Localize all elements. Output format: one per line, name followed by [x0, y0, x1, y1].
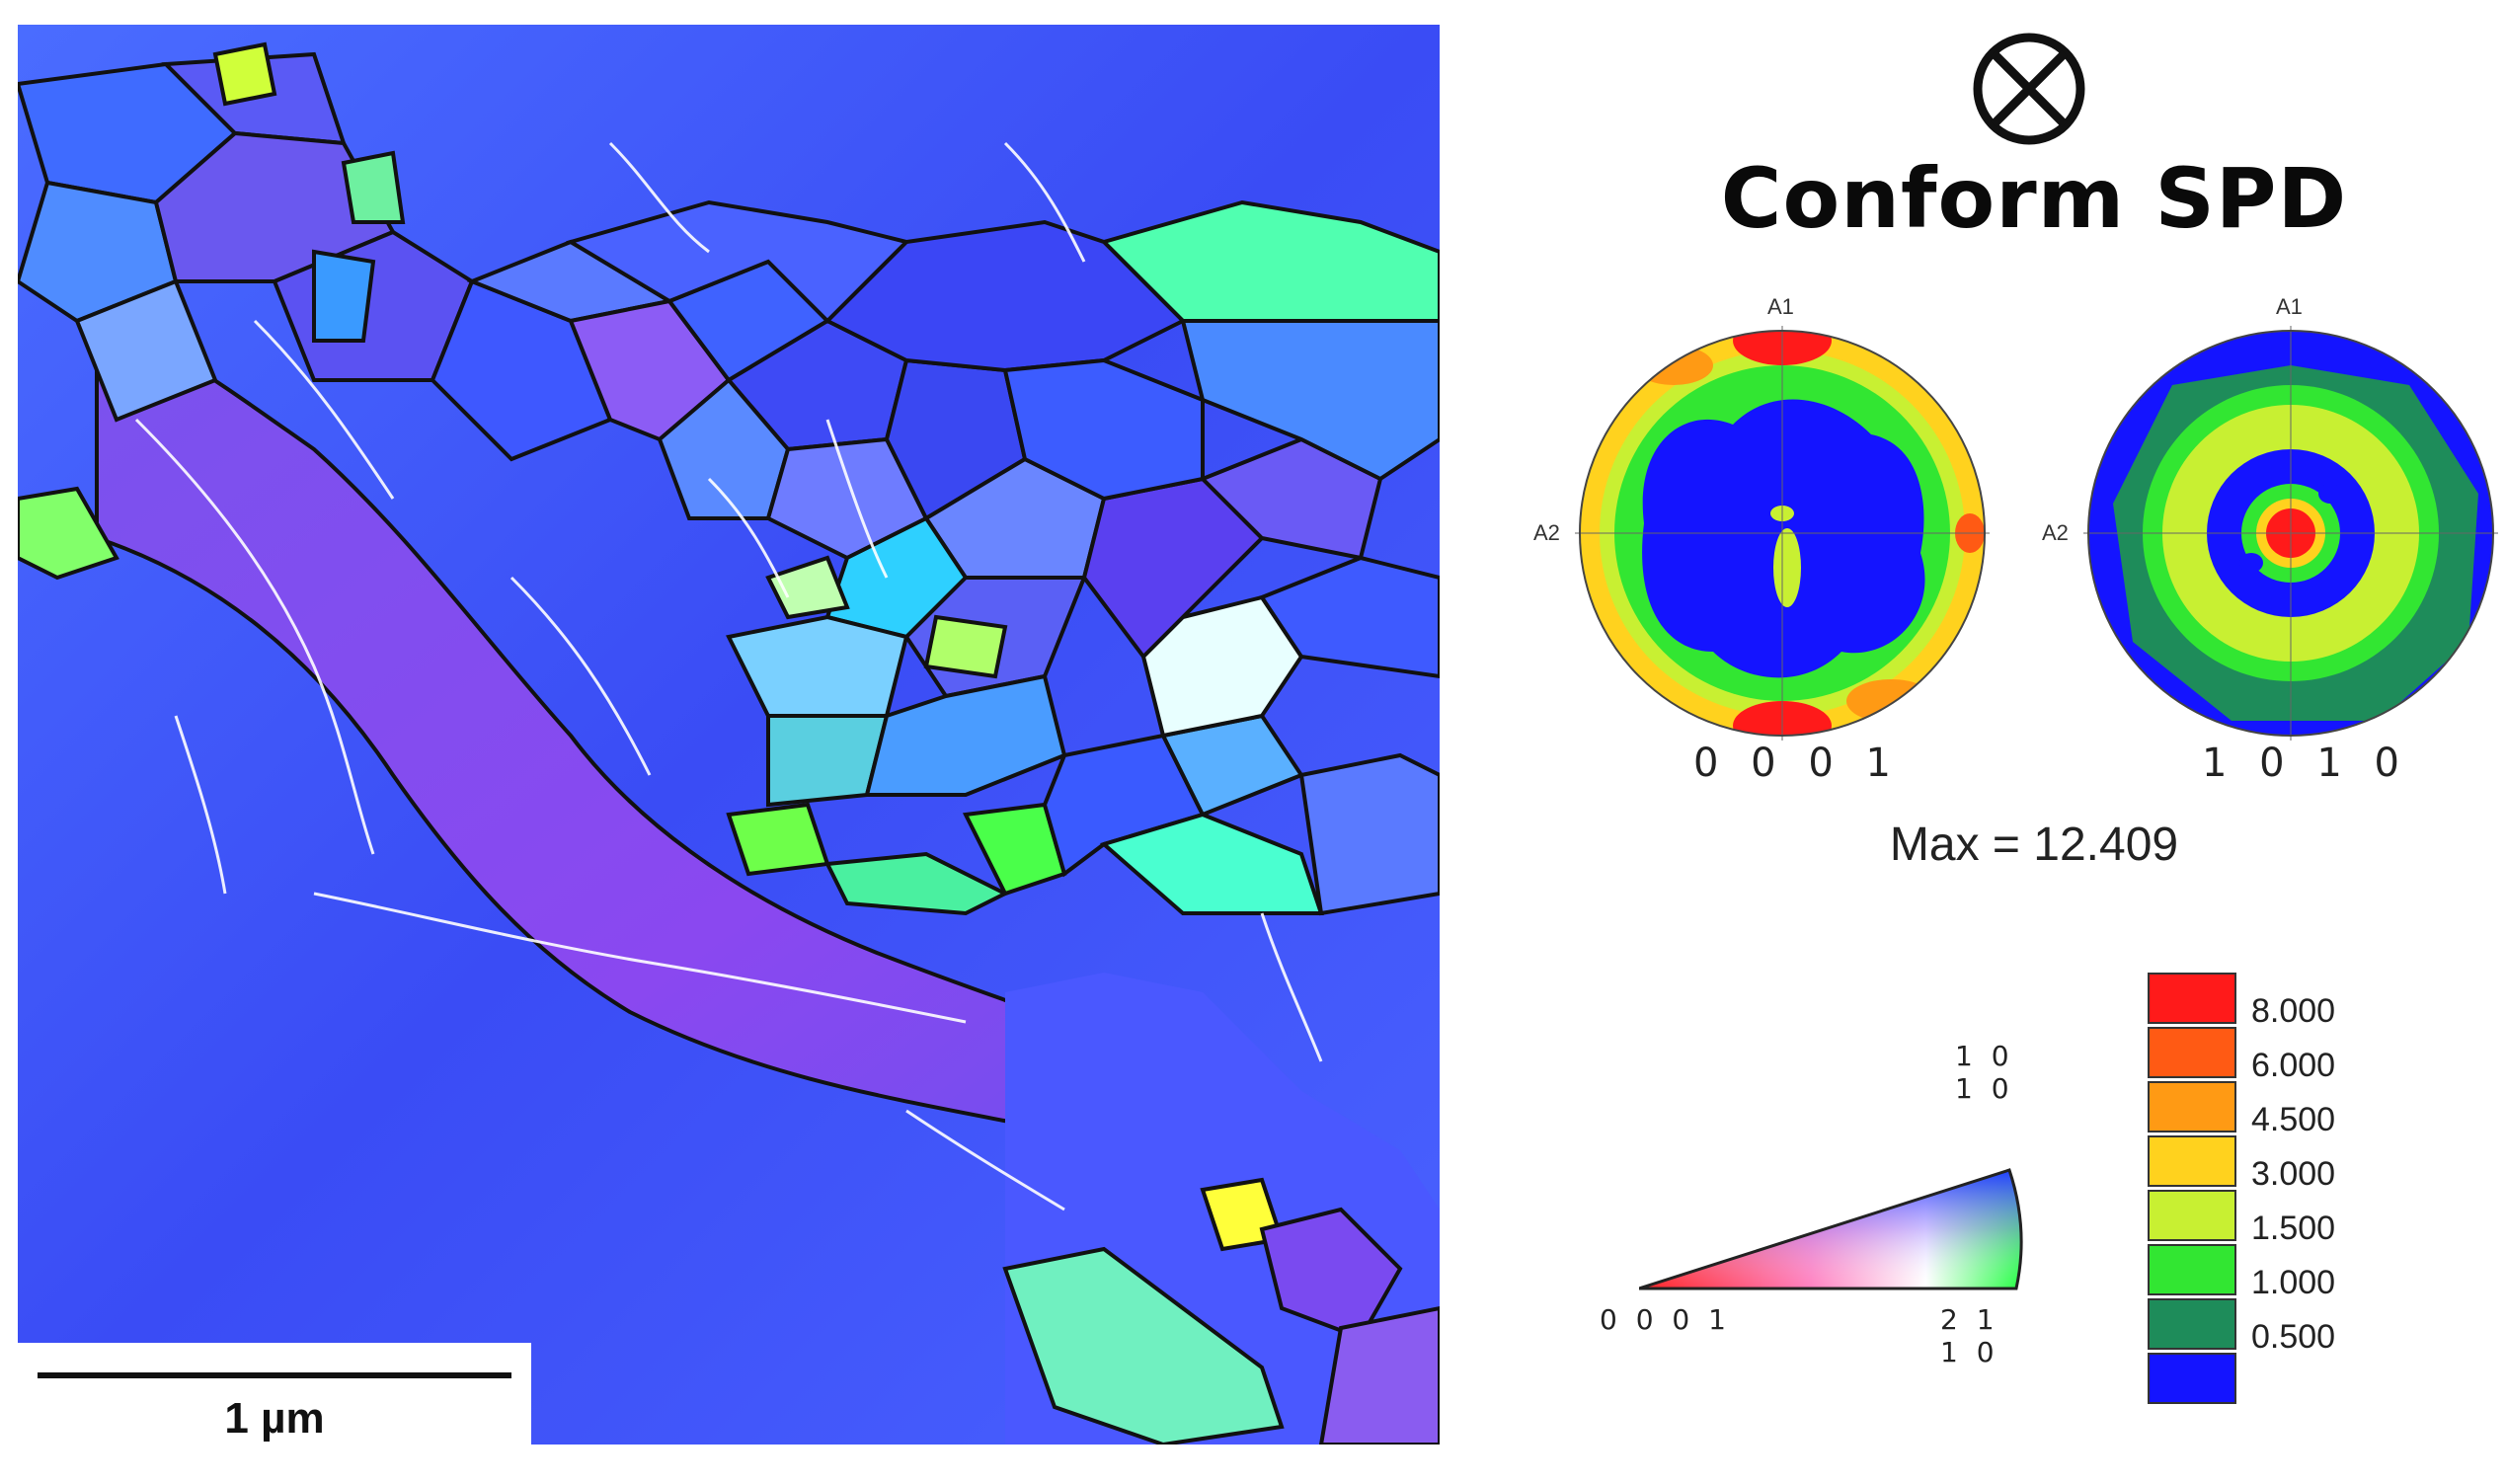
legend-swatch — [2148, 1298, 2236, 1350]
ebsd-orientation-map — [18, 25, 1440, 1445]
legend-swatch — [2148, 1027, 2236, 1078]
legend-label: 3.000 — [2251, 1155, 2336, 1193]
legend-label: 1.500 — [2251, 1210, 2336, 1247]
ipf-corner-1010: 1 0 1 0 — [1955, 1040, 2014, 1105]
pf2-caption: 1 0 1 0 — [2202, 741, 2409, 786]
legend-swatch — [2148, 1353, 2236, 1404]
scale-bar-label: 1 µm — [224, 1394, 325, 1443]
legend-label: 6.000 — [2251, 1047, 2336, 1084]
legend-swatch — [2148, 973, 2236, 1024]
panel-title: Conform SPD — [1720, 150, 2348, 247]
legend-label: 8.000 — [2251, 992, 2336, 1030]
ipf-corner-2110: 2 1 1 0 — [1940, 1303, 1999, 1368]
max-intensity-label: Max = 12.409 — [1889, 819, 2179, 871]
legend-label: 4.500 — [2251, 1101, 2336, 1138]
pf2-axis-top: A1 — [2276, 294, 2303, 319]
legend-label: 0.500 — [2251, 1318, 2336, 1356]
legend-swatch — [2148, 1244, 2236, 1295]
scale-bar — [38, 1372, 511, 1378]
ipf-color-key: 0 0 0 1 2 1 1 0 1 0 1 0 — [1600, 1040, 2034, 1368]
legend-label: 1.000 — [2251, 1264, 2336, 1301]
legend-swatch — [2148, 1081, 2236, 1133]
legend-swatch — [2148, 1190, 2236, 1241]
pole-figure-0001: A1 A2 0 0 0 1 — [1533, 294, 1990, 786]
pf1-axis-top: A1 — [1767, 294, 1794, 319]
legend-swatch — [2148, 1135, 2236, 1187]
scale-bar-box: 1 µm — [18, 1343, 531, 1445]
ipf-corner-0001: 0 0 0 1 — [1600, 1303, 1731, 1336]
pf1-caption: 0 0 0 1 — [1693, 741, 1901, 786]
pole-figure-1010: A1 A2 1 0 1 0 — [2042, 294, 2498, 786]
pf1-axis-left: A2 — [1533, 520, 1560, 545]
circle-cross-icon — [1970, 30, 2088, 148]
pf2-axis-left: A2 — [2042, 520, 2069, 545]
